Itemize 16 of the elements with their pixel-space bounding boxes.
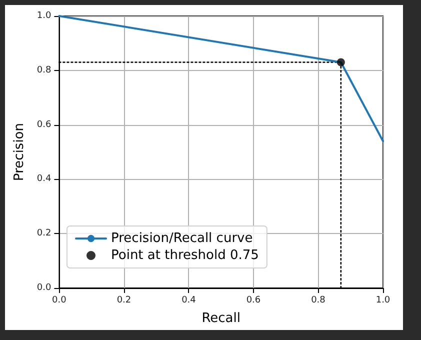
legend-label: Point at threshold 0.75: [111, 248, 259, 263]
y-tick-label: 0.8: [36, 65, 52, 76]
y-tick-label: 0.6: [36, 120, 52, 130]
x-tick-label: 0.8: [311, 296, 326, 306]
legend-label: Precision/Recall curve: [111, 231, 253, 246]
x-tick-label: 1.0: [376, 296, 390, 306]
x-axis-title: Recall: [202, 311, 241, 326]
x-tick-label: 0.4: [182, 296, 196, 306]
y-tick-label: 0.2: [36, 228, 52, 239]
y-tick-label: 1.0: [36, 11, 52, 21]
x-tick-label: 0.2: [116, 296, 132, 306]
y-axis-title: Precision: [12, 122, 27, 182]
y-tick-label: 0.0: [36, 283, 52, 293]
x-tick-label: 0.0: [52, 296, 67, 306]
x-tick-label: 0.6: [246, 296, 261, 306]
y-tick-label: 0.4: [36, 174, 52, 184]
